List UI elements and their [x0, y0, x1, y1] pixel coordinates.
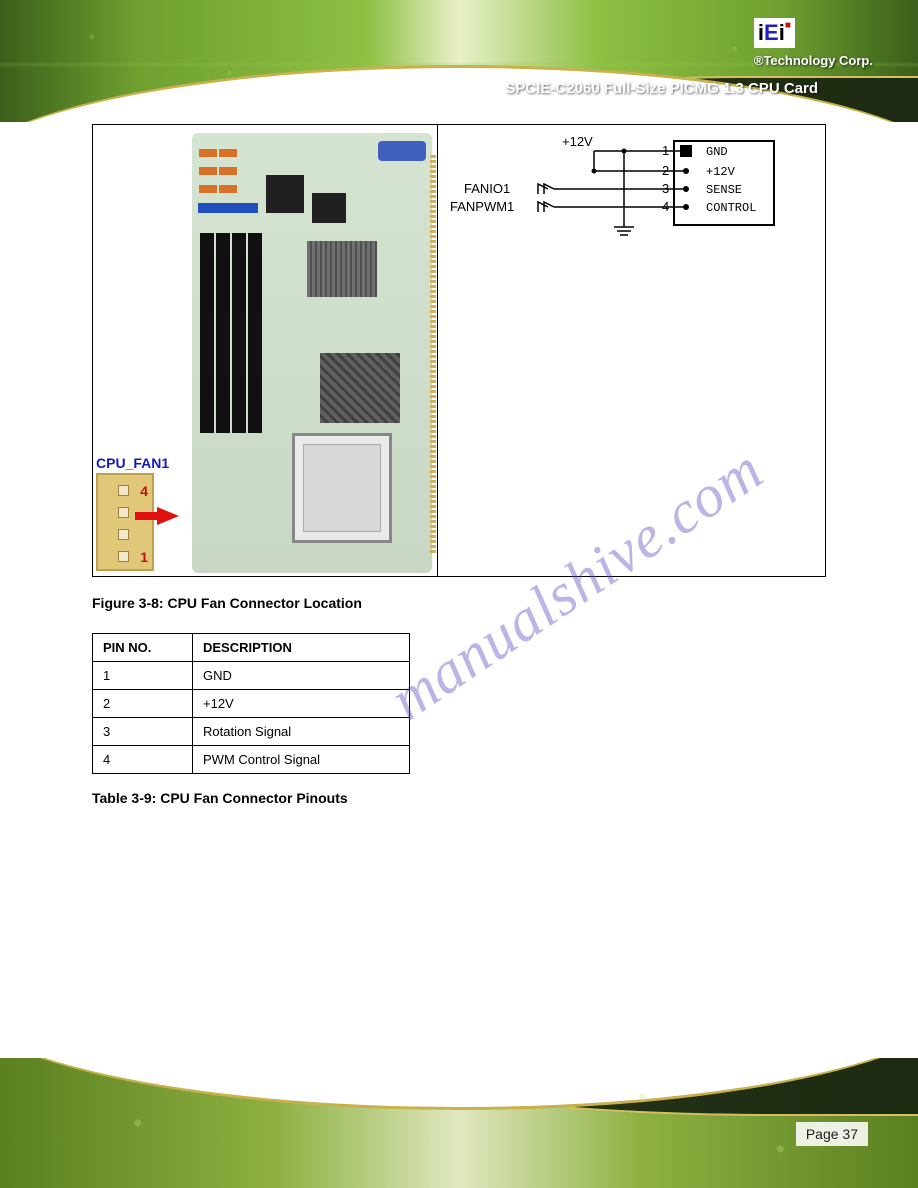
chip-2	[312, 193, 346, 223]
fanpwm-label: FANPWM1	[450, 199, 514, 214]
heatsink-1	[307, 241, 377, 297]
top-banner: iEi■ ®Technology Corp. SPCIE-C2060 Full-…	[0, 0, 918, 122]
cpu-fan-label: CPU_FAN1	[96, 455, 169, 471]
doc-title: SPCIE-C2060 Full-Size PICMG 1.3 CPU Card	[505, 80, 818, 97]
figure-box: CPU_FAN1 4 1	[92, 124, 826, 577]
pin-num-4: 4	[140, 483, 148, 499]
fan-connector-diagram: 4 1	[96, 473, 154, 571]
sata-connectors	[198, 145, 240, 195]
table-cell-pin: 4	[93, 746, 193, 774]
table-cell-pin: 3	[93, 718, 193, 746]
figure-caption: Figure 3-8: CPU Fan Connector Location	[92, 595, 826, 611]
table-row: 3 Rotation Signal	[93, 718, 410, 746]
logo-iei: iEi■	[754, 18, 795, 48]
callout-arrow	[157, 507, 179, 525]
pinout-table: PIN NO. DESCRIPTION 1 GND 2 +12V 3 Rotat…	[92, 633, 410, 774]
table-header-row: PIN NO. DESCRIPTION	[93, 634, 410, 662]
table-cell-desc: PWM Control Signal	[193, 746, 410, 774]
cpu-socket	[292, 433, 392, 543]
schematic-name-sense: SENSE	[706, 183, 742, 197]
pin-num-1: 1	[140, 549, 148, 565]
schematic-pin-3: 3	[662, 181, 669, 196]
table-cell-pin: 1	[93, 662, 193, 690]
table-row: 4 PWM Control Signal	[93, 746, 410, 774]
ram-slots	[200, 233, 282, 433]
motherboard-illustration	[192, 133, 432, 573]
table-header-desc: DESCRIPTION	[193, 634, 410, 662]
table-cell-pin: 2	[93, 690, 193, 718]
v12-label: +12V	[562, 134, 593, 149]
chip-1	[266, 175, 304, 213]
table-header-pin: PIN NO.	[93, 634, 193, 662]
table-caption: Table 3-9: CPU Fan Connector Pinouts	[92, 790, 826, 806]
pinout-schematic: +12V FANIO1 FANPWM1 1 2 3 4 GND +12V SEN…	[444, 133, 778, 253]
blue-slot	[198, 203, 258, 213]
logo-tagline: ®Technology Corp.	[754, 53, 873, 68]
table-row: 2 +12V	[93, 690, 410, 718]
logo-area: iEi■ ®Technology Corp.	[754, 18, 873, 70]
vga-port	[378, 141, 426, 161]
table-row: 1 GND	[93, 662, 410, 690]
figure-board-panel: CPU_FAN1 4 1	[93, 125, 438, 576]
page-number: Page 37	[796, 1122, 868, 1146]
bottom-banner: Page 37	[0, 1058, 918, 1188]
schematic-pin-1: 1	[662, 143, 669, 158]
content-area: CPU_FAN1 4 1	[0, 122, 918, 806]
schematic-name-control: CONTROL	[706, 201, 756, 215]
schematic-pin-4: 4	[662, 199, 669, 214]
fanio-label: FANIO1	[464, 181, 510, 196]
table-cell-desc: Rotation Signal	[193, 718, 410, 746]
circuit-texture-bot	[0, 1058, 918, 1188]
schematic-pin-2: 2	[662, 163, 669, 178]
schematic-name-12v: +12V	[706, 165, 736, 179]
schematic-name-gnd: GND	[706, 145, 728, 159]
heatsink-2	[320, 353, 400, 423]
table-cell-desc: +12V	[193, 690, 410, 718]
table-cell-desc: GND	[193, 662, 410, 690]
figure-schematic-panel: +12V FANIO1 FANPWM1 1 2 3 4 GND +12V SEN…	[438, 125, 783, 576]
